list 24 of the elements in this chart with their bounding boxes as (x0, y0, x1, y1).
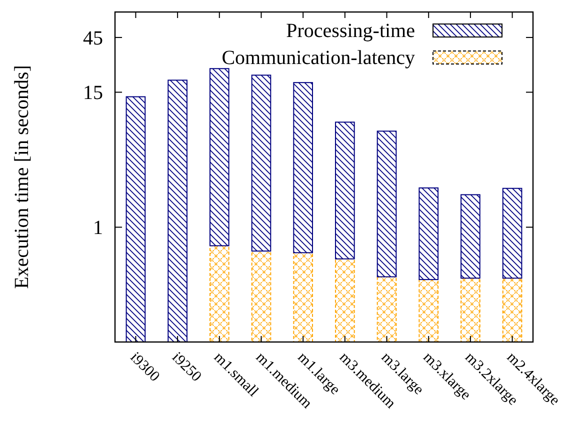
bar (293, 82, 313, 254)
y-tick-label: 1 (93, 217, 103, 240)
bar (376, 276, 397, 342)
legend-label: Communication-latency (222, 47, 415, 69)
y-tick-label: 45 (83, 27, 103, 50)
bar (418, 279, 439, 342)
y-tick-label: 15 (83, 82, 103, 104)
bar (209, 68, 230, 246)
bar (502, 278, 522, 342)
legend-label: Processing-time (286, 20, 416, 42)
bar (168, 80, 188, 342)
y-axis-title: Execution time [in seconds] (11, 65, 33, 289)
bar (460, 278, 480, 342)
bar (335, 258, 355, 342)
bar (293, 252, 313, 342)
bar (502, 188, 522, 279)
bar (209, 245, 230, 342)
bar (418, 187, 439, 280)
bar (251, 250, 272, 342)
bar (460, 194, 480, 279)
bar (376, 130, 397, 278)
bar (335, 122, 355, 260)
bar (126, 96, 146, 342)
bar (251, 74, 272, 252)
